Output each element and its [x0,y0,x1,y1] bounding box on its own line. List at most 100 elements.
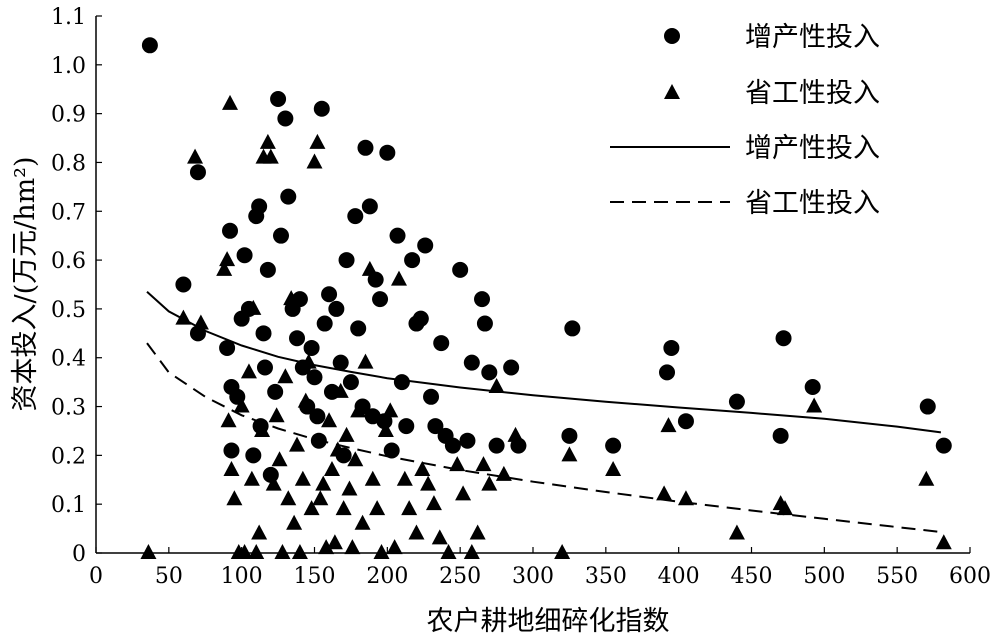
data-point-triangle [326,534,343,550]
data-point-circle [503,359,520,376]
data-point-circle [561,427,578,444]
x-tick-label: 400 [658,564,700,589]
data-point-circle [222,222,239,239]
data-point-triangle [335,500,352,516]
data-point-triangle [656,485,673,501]
x-ticks: 0 50 100 150 200 250 300 350 400 450 500 550 600 [89,547,991,589]
data-point-circle [488,437,505,454]
data-point-circle [256,359,273,376]
data-point-triangle [373,544,390,559]
data-point-circle [775,330,792,347]
x-tick-label: 300 [512,564,554,589]
data-point-triangle [332,382,349,398]
data-point-triangle [481,475,498,491]
x-tick-label: 150 [294,564,336,589]
data-point-circle [267,383,284,400]
x-tick-label: 100 [221,564,263,589]
data-point-circle [393,374,410,391]
data-point-triangle [777,500,794,516]
data-point-triangle [350,402,367,418]
data-point-circle [389,227,406,244]
data-point-triangle [254,421,271,437]
y-tick-label: 1.0 [51,54,86,79]
data-point-triangle [226,490,243,506]
data-point-circle [564,320,581,337]
data-point-triangle [233,397,250,413]
data-point-triangle [329,441,346,457]
data-point-circle [338,252,355,269]
data-point-circle [251,198,268,215]
data-point-circle [303,339,320,356]
data-point-circle [677,413,694,430]
data-point-triangle [303,500,320,516]
plot-marks [140,37,952,559]
data-point-circle [452,261,469,278]
data-point-triangle [369,500,386,516]
data-point-triangle [364,470,381,486]
y-ticks: 0 0.1 0.2 0.3 0.4 0.5 0.6 0.7 0.8 0.9 1.0 1.1 [51,5,102,567]
data-point-triangle [475,456,492,472]
x-tick-label: 350 [585,564,627,589]
x-tick-label: 450 [731,564,773,589]
data-point-triangle [251,524,268,540]
y-tick-label: 0.8 [51,151,86,176]
legend-symbol-circle [664,28,680,44]
data-point-circle [728,393,745,410]
series-3-line [146,342,942,533]
data-point-circle [433,335,450,352]
legend-item-2: 增产性投入 [610,133,880,164]
data-point-triangle [277,368,294,384]
data-point-triangle [220,412,237,428]
data-point-circle [328,300,345,317]
data-point-triangle [449,456,466,472]
axes: 0 50 100 150 200 250 300 350 400 450 500 550 600 0 0.… [51,5,991,589]
data-point-triangle [248,544,265,559]
data-point-circle [481,364,498,381]
y-tick-label: 0.5 [51,298,86,323]
data-point-circle [919,398,936,415]
data-point-triangle [408,524,425,540]
data-point-triangle [338,426,355,442]
data-point-triangle [245,299,262,315]
data-point-circle [289,330,306,347]
data-point-triangle [323,461,340,477]
y-tick-label: 0 [72,542,86,567]
legend-symbol-triangle [664,84,680,99]
legend-item-0: 增产性投入 [664,22,880,53]
data-point-triangle [306,153,323,169]
data-point-triangle [918,470,935,486]
data-point-triangle [289,436,306,452]
data-point-triangle [414,461,431,477]
data-point-triangle [271,451,288,467]
data-point-circle [272,227,289,244]
data-point-triangle [297,392,314,408]
data-point-triangle [347,451,364,467]
data-point-circle [219,339,236,356]
data-point-circle [342,374,359,391]
data-point-triangle [318,539,335,555]
data-point-triangle [431,529,448,545]
x-tick-label: 600 [949,564,991,589]
data-point-triangle [455,485,472,501]
x-axis-title: 农户耕地细碎化指数 [427,606,670,636]
data-point-circle [245,447,262,464]
data-point-triangle [396,470,413,486]
data-point-triangle [357,353,374,369]
data-point-circle [474,291,491,308]
data-point-triangle [677,490,694,506]
data-point-triangle [187,148,204,164]
data-point-circle [306,369,323,386]
data-point-triangle [344,539,361,555]
y-tick-label: 0.3 [51,396,86,421]
data-point-circle [270,90,287,107]
data-point-triangle [312,490,329,506]
data-point-circle [663,339,680,356]
data-point-triangle [382,402,399,418]
data-point-triangle [425,495,442,511]
fit-line-dashed [146,342,942,533]
legend-label: 省工性投入 [745,78,880,109]
data-point-triangle [420,475,437,491]
data-point-circle [332,354,349,371]
data-point-circle [347,208,364,225]
